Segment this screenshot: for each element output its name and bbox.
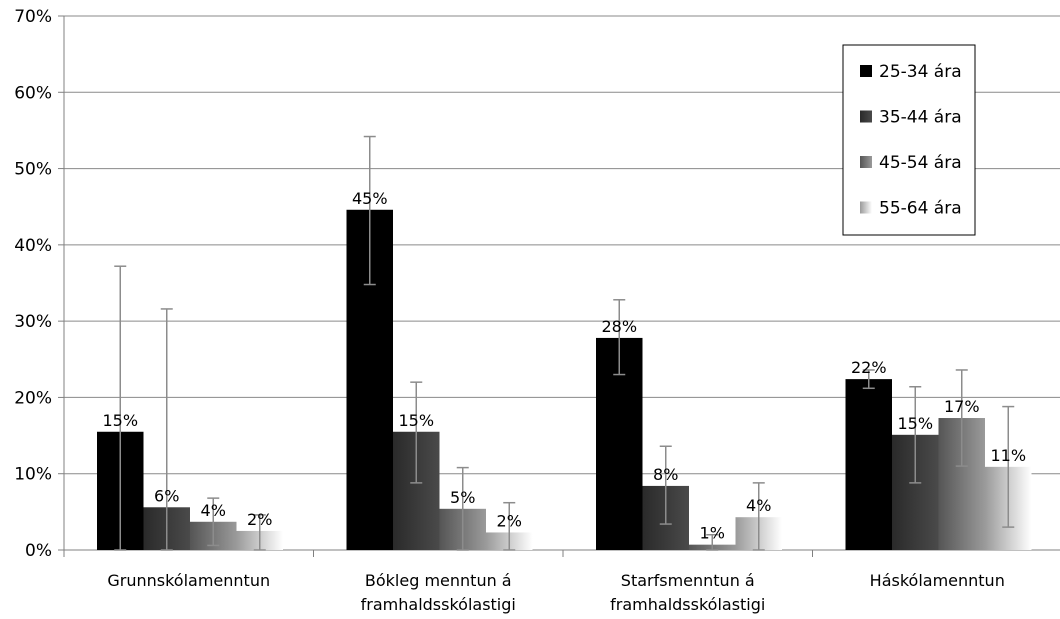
data-label: 45% <box>352 189 388 208</box>
legend-label: 45-54 ára <box>879 153 962 173</box>
data-label: 28% <box>601 317 637 336</box>
data-label: 15% <box>398 411 434 430</box>
bars <box>97 209 1032 550</box>
category-label: framhaldsskólastigi <box>361 595 516 614</box>
data-label: 4% <box>746 496 771 515</box>
y-tick-label: 20% <box>14 388 52 408</box>
legend-label: 55-64 ára <box>879 199 962 219</box>
data-labels: 15% 45% 28% 22% 6% 15% 8% 15% 4% 5% 1% 17% 2% 2% 4% 11% <box>102 189 1026 543</box>
legend-swatch <box>860 110 872 123</box>
y-tick-label: 10% <box>14 465 52 485</box>
data-label: 8% <box>653 465 678 484</box>
legend-label: 35-44 ára <box>879 108 962 128</box>
data-label: 2% <box>247 510 272 529</box>
grid-lines <box>64 15 1060 475</box>
data-label: 11% <box>990 446 1026 465</box>
data-label: 5% <box>450 488 475 507</box>
data-label: 17% <box>944 397 980 416</box>
data-label: 2% <box>497 511 522 530</box>
y-tick-label: 50% <box>14 160 52 180</box>
data-label: 4% <box>201 501 226 520</box>
y-tick-label: 30% <box>14 312 52 332</box>
data-label: 15% <box>897 414 933 433</box>
data-label: 15% <box>102 411 138 430</box>
category-label: Bókleg menntun á <box>365 571 512 590</box>
y-tick-label: 70% <box>14 7 52 27</box>
y-tick-label: 60% <box>14 83 52 103</box>
category-label: Háskólamenntun <box>870 571 1005 590</box>
category-labels: Grunnskólamenntun Bókleg menntun á framhal… <box>107 571 1004 614</box>
category-label: framhaldsskólastigi <box>610 595 765 614</box>
data-label: 1% <box>700 524 725 543</box>
legend-label: 25-34 ára <box>879 62 962 82</box>
legend-swatch <box>860 65 872 77</box>
y-tick-label: 0% <box>25 541 52 561</box>
category-label: Starfsmenntun á <box>621 571 755 590</box>
error-bars <box>114 135 1015 551</box>
bar-25-34-ára <box>845 379 892 550</box>
legend: 25-34 ára 35-44 ára 45-54 ára 55-64 ára <box>842 44 976 236</box>
y-tick-label: 40% <box>14 236 52 256</box>
data-label: 6% <box>154 486 179 505</box>
legend-swatch <box>860 156 872 168</box>
legend-swatch <box>860 201 872 214</box>
category-label: Grunnskólamenntun <box>107 571 270 590</box>
data-label: 22% <box>851 358 887 377</box>
